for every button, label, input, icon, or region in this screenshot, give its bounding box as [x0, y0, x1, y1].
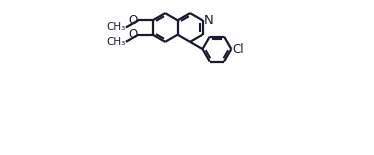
Text: N: N — [203, 14, 213, 27]
Text: O: O — [129, 14, 138, 27]
Text: O: O — [129, 28, 138, 41]
Text: Cl: Cl — [233, 43, 244, 55]
Text: CH₃: CH₃ — [106, 37, 126, 47]
Text: CH₃: CH₃ — [106, 22, 126, 33]
